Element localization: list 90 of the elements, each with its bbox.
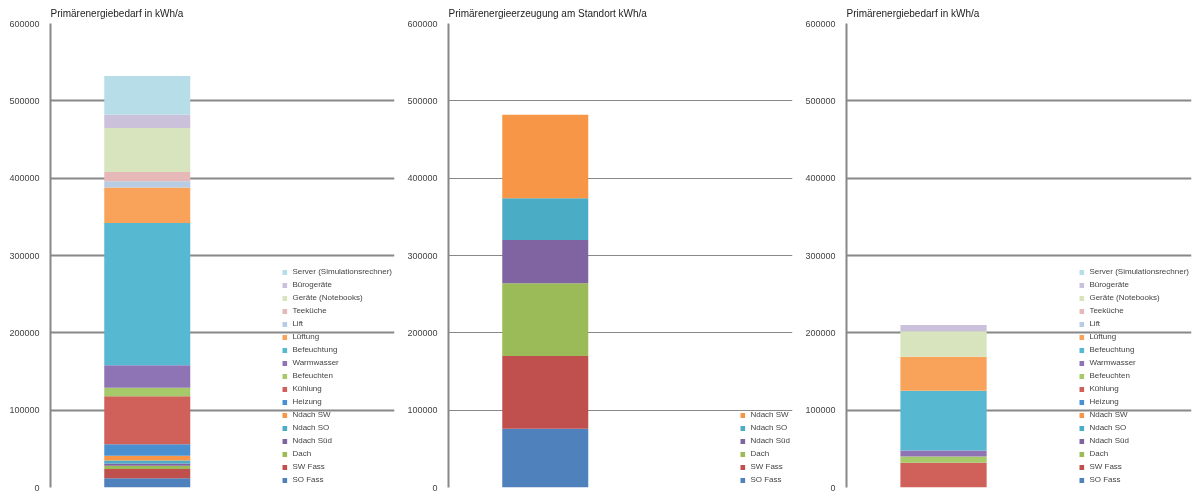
bar xyxy=(104,223,191,366)
y-tick-label: 400000 xyxy=(9,173,40,184)
legend-label: Lift xyxy=(292,318,305,329)
bar xyxy=(900,356,987,391)
y-tick-label: 300000 xyxy=(9,250,40,261)
legend-label: Ndach Süd xyxy=(292,435,332,446)
legend-label: Bürogeräte xyxy=(1089,279,1129,290)
y-tick-label: 0 xyxy=(34,482,40,493)
y-tick-label: 0 xyxy=(432,482,438,493)
y-tick-label: 500000 xyxy=(407,95,438,106)
legend-label: Teeküche xyxy=(1089,305,1124,316)
chart-title: Primärenergieerzeugung am Standort kWh/a xyxy=(448,7,648,19)
legend-label: Heizung xyxy=(1089,396,1119,407)
y-tick-label: 200000 xyxy=(9,327,40,338)
y-tick-label: 400000 xyxy=(805,173,836,184)
y-tick-label: 400000 xyxy=(407,173,438,184)
bar xyxy=(104,76,191,115)
bar xyxy=(900,331,987,357)
legend-label: Dach xyxy=(1089,448,1110,459)
bar xyxy=(502,428,589,488)
legend-label: SO Fass xyxy=(750,474,782,485)
legend-label: SW Fass xyxy=(292,461,325,472)
y-tick-label: 500000 xyxy=(9,95,40,106)
legend-label: Ndach SW xyxy=(1089,409,1128,420)
y-tick-label: 600000 xyxy=(407,18,438,29)
y-tick-label: 500000 xyxy=(805,95,836,106)
legend-label: Lift xyxy=(1089,318,1102,329)
bar xyxy=(104,187,191,224)
y-tick-label: 100000 xyxy=(9,405,40,416)
legend-label: Ndach SO xyxy=(1089,422,1127,433)
bar xyxy=(502,283,589,357)
bar xyxy=(104,387,191,397)
chart-title: Primärenergiebedarf in kWh/a xyxy=(50,7,184,19)
y-tick-label: 300000 xyxy=(805,250,836,261)
chart-title: Primärenergiebedarf in kWh/a xyxy=(846,7,980,19)
legend-label: Warmwasser xyxy=(292,357,339,368)
bar xyxy=(900,325,987,332)
legend-label: SO Fass xyxy=(292,474,324,485)
y-tick-label: 200000 xyxy=(805,327,836,338)
legend-label: Befeuchtung xyxy=(1089,344,1135,355)
bar xyxy=(104,171,191,182)
bar xyxy=(104,468,191,479)
bar xyxy=(104,127,191,172)
legend-label: SW Fass xyxy=(1089,461,1122,472)
bar xyxy=(900,390,987,451)
y-tick-label: 300000 xyxy=(407,250,438,261)
legend-label: SO Fass xyxy=(1089,474,1121,485)
y-tick-label: 0 xyxy=(830,482,836,493)
y-tick-label: 600000 xyxy=(9,18,40,29)
legend-label: Befeuchtung xyxy=(292,344,338,355)
bar xyxy=(900,456,987,463)
legend-label: Geräte (Notebooks) xyxy=(292,292,363,303)
legend-label: Ndach SO xyxy=(292,422,330,433)
legend-label: Ndach Süd xyxy=(1089,435,1129,446)
bar xyxy=(900,450,987,457)
legend-label: Lüftung xyxy=(292,331,320,342)
y-tick-label: 100000 xyxy=(805,405,836,416)
legend-label: Ndach SW xyxy=(750,409,789,420)
bar xyxy=(502,198,589,241)
legend-label: Server (Simulationsrechner) xyxy=(1089,266,1189,277)
legend-label: SW Fass xyxy=(750,461,783,472)
y-tick-label: 200000 xyxy=(407,327,438,338)
bar xyxy=(104,365,191,388)
legend-label: Server (Simulationsrechner) xyxy=(292,266,392,277)
legend-label: Ndach SO xyxy=(750,422,788,433)
legend-label: Dach xyxy=(292,448,313,459)
bar xyxy=(502,114,589,199)
legend-label: Ndach Süd xyxy=(750,435,790,446)
legend-label: Teeküche xyxy=(292,305,327,316)
y-tick-label: 600000 xyxy=(805,18,836,29)
bar xyxy=(104,478,191,488)
bar xyxy=(104,114,191,128)
bar xyxy=(104,444,191,456)
legend-label: Bürogeräte xyxy=(292,279,332,290)
legend-label: Geräte (Notebooks) xyxy=(1089,292,1160,303)
bar xyxy=(502,240,589,284)
legend-label: Ndach SW xyxy=(292,409,331,420)
legend-label: Kühlung xyxy=(292,383,322,394)
legend-label: Heizung xyxy=(292,396,322,407)
legend-label: Warmwasser xyxy=(1089,357,1136,368)
bar xyxy=(104,181,191,188)
legend-label: Dach xyxy=(750,448,771,459)
bar xyxy=(104,396,191,445)
y-tick-label: 100000 xyxy=(407,405,438,416)
legend-label: Befeuchten xyxy=(1089,370,1130,381)
legend-label: Befeuchten xyxy=(292,370,333,381)
legend-label: Lüftung xyxy=(1089,331,1117,342)
legend-label: Kühlung xyxy=(1089,383,1119,394)
bar xyxy=(900,462,987,488)
bar xyxy=(502,356,589,429)
